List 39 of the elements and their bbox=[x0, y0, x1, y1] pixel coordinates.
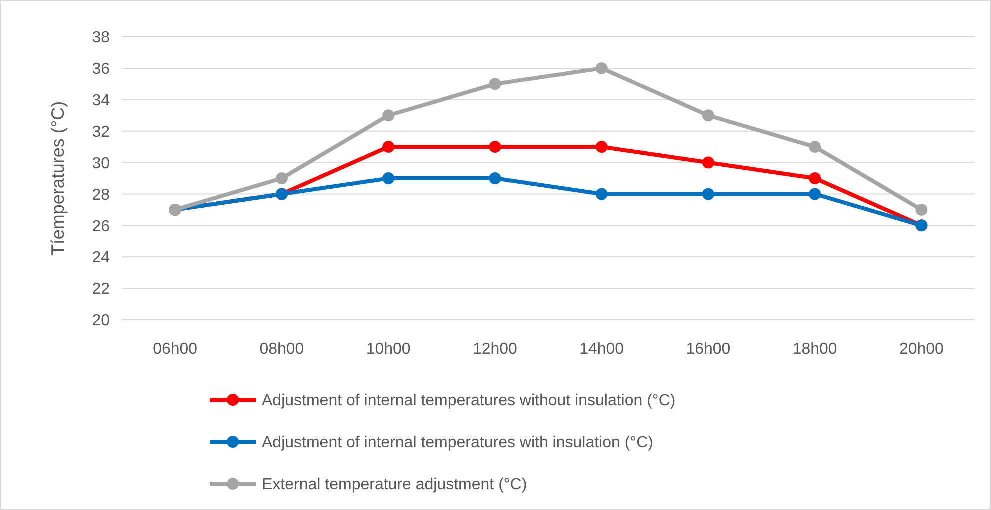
point bbox=[809, 188, 822, 200]
point bbox=[489, 172, 502, 184]
y-tick-label: 34 bbox=[92, 92, 110, 110]
point bbox=[596, 188, 608, 200]
legend-label: Adjustment of internal temperatures with insulation (°C) bbox=[262, 434, 654, 452]
y-tick-label: 26 bbox=[92, 218, 110, 236]
point bbox=[916, 204, 928, 216]
x-tick-label: 18h00 bbox=[792, 341, 838, 358]
x-tick-label: 14h00 bbox=[580, 341, 624, 358]
x-tick-label: 06h00 bbox=[153, 341, 198, 358]
point bbox=[809, 141, 822, 154]
point bbox=[382, 141, 395, 154]
y-tick-label: 30 bbox=[92, 155, 110, 172]
y-axis-title: Tíemperatures (°C) bbox=[48, 101, 68, 256]
x-tick-label: 08h00 bbox=[260, 341, 304, 358]
point bbox=[382, 110, 395, 122]
legend-label: External temperature adjustment (°C) bbox=[262, 476, 528, 494]
y-tick-label: 36 bbox=[92, 61, 110, 78]
y-tick-label: 28 bbox=[92, 186, 110, 204]
legend-label: Adjustment of internal temperatures without insulation (°C) bbox=[262, 392, 676, 410]
x-tick-label: 10h00 bbox=[366, 341, 411, 358]
point bbox=[276, 172, 288, 184]
point bbox=[596, 62, 608, 74]
point bbox=[702, 188, 714, 200]
point bbox=[702, 110, 714, 122]
point bbox=[809, 172, 822, 184]
point bbox=[702, 156, 714, 169]
point bbox=[489, 141, 502, 154]
x-tick-label: 20h00 bbox=[899, 341, 944, 358]
x-tick-label: 12h00 bbox=[472, 341, 518, 358]
y-tick-label: 38 bbox=[92, 30, 110, 47]
y-tick-label: 22 bbox=[92, 281, 110, 298]
x-tick-label: 16h00 bbox=[686, 341, 731, 358]
y-tick-label: 20 bbox=[92, 312, 110, 330]
point bbox=[382, 172, 395, 184]
point bbox=[596, 141, 608, 154]
y-tick-label: 32 bbox=[92, 124, 110, 141]
point bbox=[489, 78, 502, 90]
y-tick-label: 24 bbox=[92, 250, 110, 267]
